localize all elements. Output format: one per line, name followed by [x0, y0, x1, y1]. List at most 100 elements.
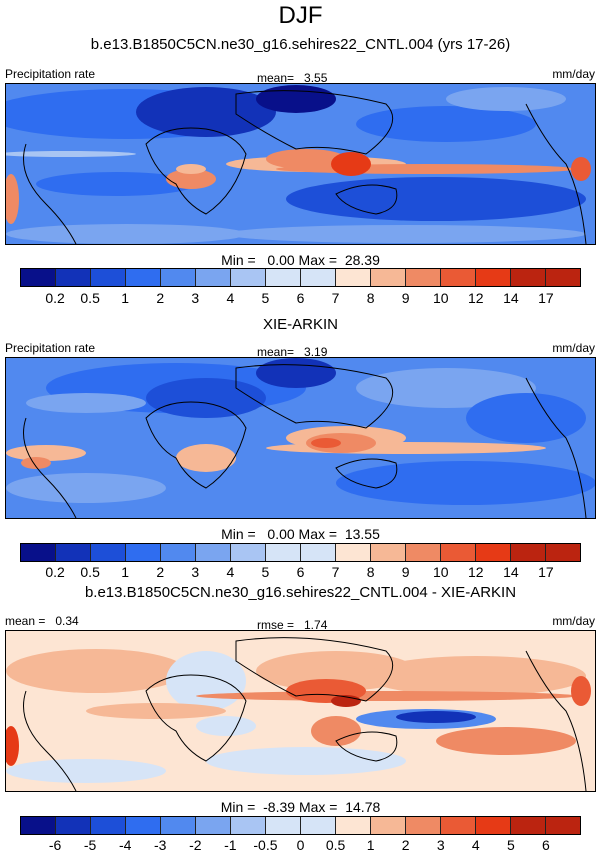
colorbar-2-tick: 0.2	[45, 564, 65, 580]
colorbar-3-bin-16	[546, 817, 580, 834]
colorbar-1-bin-11	[371, 269, 406, 286]
colorbar-2-tick: 12	[468, 564, 484, 580]
colorbar-2-bin-3	[91, 544, 126, 561]
panel-2-precip-map	[5, 357, 596, 519]
panel-3-title: b.e13.B1850C5CN.ne30_g16.sehires22_CNTL.…	[84, 584, 517, 601]
colorbar-2-bin-15	[511, 544, 546, 561]
colorbar-1-bin-7	[231, 269, 266, 286]
colorbar-2-bin-6	[196, 544, 231, 561]
colorbar-1-bin-5	[161, 269, 196, 286]
colorbar-2-bin-2	[56, 544, 91, 561]
panel-1-title: b.e13.B1850C5CN.ne30_g16.sehires22_CNTL.…	[90, 36, 511, 53]
colorbar-1-bin-8	[266, 269, 301, 286]
colorbar-1-tick: 14	[503, 290, 519, 306]
colorbar-3-bin-13	[441, 817, 476, 834]
colorbar-3-tick: -3	[154, 837, 167, 853]
colorbar-1-bin-14	[476, 269, 511, 286]
colorbar-1-tick: 10	[432, 290, 449, 306]
colorbar-3-tick: -6	[48, 837, 62, 853]
panel-1-map-graphic	[6, 84, 595, 244]
colorbar-2-tick: 10	[432, 564, 449, 580]
colorbar-2-tick: 17	[538, 564, 554, 580]
colorbar-3-tick: 1	[366, 837, 375, 853]
colorbar-2-bin-11	[371, 544, 406, 561]
colorbar-3-tick: -5	[83, 837, 97, 853]
panel-3-colorbar-ticks: -6 -5 -4 -3 -2 -1 -0.5 0 0.5 1 2 3 4 5 6	[20, 837, 581, 853]
colorbar-2-bin-10	[336, 544, 371, 561]
colorbar-1-tick: 6	[296, 290, 305, 306]
colorbar-2-bin-4	[126, 544, 161, 561]
colorbar-1-tick: 5	[261, 290, 270, 306]
colorbar-3-tick: 5	[506, 837, 515, 853]
colorbar-3-bin-12	[406, 817, 441, 834]
colorbar-2-tick: 0.5	[80, 564, 100, 580]
colorbar-1-tick: 8	[366, 290, 375, 306]
panel-3-units-label: mm/day	[552, 614, 595, 628]
colorbar-1-bin-16	[546, 269, 580, 286]
colorbar-1-tick: 12	[468, 290, 484, 306]
colorbar-2-bin-14	[476, 544, 511, 561]
panel-3-map-graphic	[6, 631, 595, 791]
colorbar-3-bin-5	[161, 817, 196, 834]
colorbar-1-tick: 4	[226, 290, 235, 306]
panel-2-mean-label: mean= 3.19	[257, 345, 328, 359]
colorbar-2-tick: 2	[156, 564, 165, 580]
panel-2-minmax: Min = 0.00 Max = 13.55	[221, 526, 380, 542]
colorbar-2-tick: 8	[366, 564, 375, 580]
colorbar-2-tick: 6	[296, 564, 305, 580]
panel-3-minmax: Min = -8.39 Max = 14.78	[220, 799, 381, 815]
colorbar-3-tick: 0	[296, 837, 305, 853]
colorbar-1-bin-6	[196, 269, 231, 286]
panel-1-precip-map	[5, 83, 596, 245]
colorbar-3-bin-1	[21, 817, 56, 834]
colorbar-1-tick: 9	[401, 290, 410, 306]
colorbar-2-bin-12	[406, 544, 441, 561]
colorbar-1-tick: 0.2	[45, 290, 65, 306]
panel-1-colorbar-ticks: 0.2 0.5 1 2 3 4 5 6 7 8 9 10 12 14 17	[20, 290, 581, 306]
colorbar-2-bin-13	[441, 544, 476, 561]
colorbar-1-tick: 7	[331, 290, 340, 306]
colorbar-1-bin-4	[126, 269, 161, 286]
panel-1-minmax: Min = 0.00 Max = 28.39	[221, 252, 380, 268]
colorbar-3-tick: -1	[224, 837, 237, 853]
colorbar-3-bin-14	[476, 817, 511, 834]
colorbar-3-bin-2	[56, 817, 91, 834]
colorbar-3-bin-4	[126, 817, 161, 834]
colorbar-2-bin-1	[21, 544, 56, 561]
colorbar-2-tick: 9	[401, 564, 410, 580]
season-title: DJF	[278, 2, 323, 29]
colorbar-2-bin-7	[231, 544, 266, 561]
colorbar-1-tick: 0.5	[80, 290, 100, 306]
colorbar-2-tick: 14	[503, 564, 519, 580]
panel-1-colorbar	[20, 268, 581, 287]
colorbar-2-tick: 4	[226, 564, 235, 580]
panel-2-colorbar	[20, 543, 581, 562]
colorbar-3-tick: 3	[436, 837, 445, 853]
colorbar-3-tick: 6	[542, 837, 550, 853]
panel-2-colorbar-ticks: 0.2 0.5 1 2 3 4 5 6 7 8 9 10 12 14 17	[20, 564, 581, 580]
colorbar-3-tick: 0.5	[325, 837, 346, 853]
panel-3-rmse-label: rmse = 1.74	[257, 618, 328, 632]
panel-1-mean-label: mean= 3.55	[257, 71, 328, 85]
colorbar-1-bin-15	[511, 269, 546, 286]
colorbar-3-tick: -2	[189, 837, 202, 853]
colorbar-3-bin-3	[91, 817, 126, 834]
colorbar-3-bin-15	[511, 817, 546, 834]
colorbar-3-bin-8	[266, 817, 301, 834]
colorbar-1-bin-3	[91, 269, 126, 286]
colorbar-1-tick: 17	[538, 290, 554, 306]
colorbar-2-tick: 5	[261, 564, 270, 580]
colorbar-1-bin-1	[21, 269, 56, 286]
colorbar-1-bin-12	[406, 269, 441, 286]
colorbar-2-tick: 1	[121, 564, 130, 580]
panel-3-colorbar	[20, 816, 581, 835]
colorbar-2-bin-16	[546, 544, 580, 561]
panel-1-units-label: mm/day	[552, 67, 595, 81]
colorbar-3-tick: -4	[118, 837, 132, 853]
colorbar-1-tick: 2	[156, 290, 165, 306]
panel-3-difference-map	[5, 630, 596, 792]
panel-1-variable-label: Precipitation rate	[5, 67, 96, 81]
colorbar-1-bin-9	[301, 269, 336, 286]
panel-2-map-graphic	[6, 358, 595, 518]
panel-2-title: XIE-ARKIN	[262, 316, 338, 333]
